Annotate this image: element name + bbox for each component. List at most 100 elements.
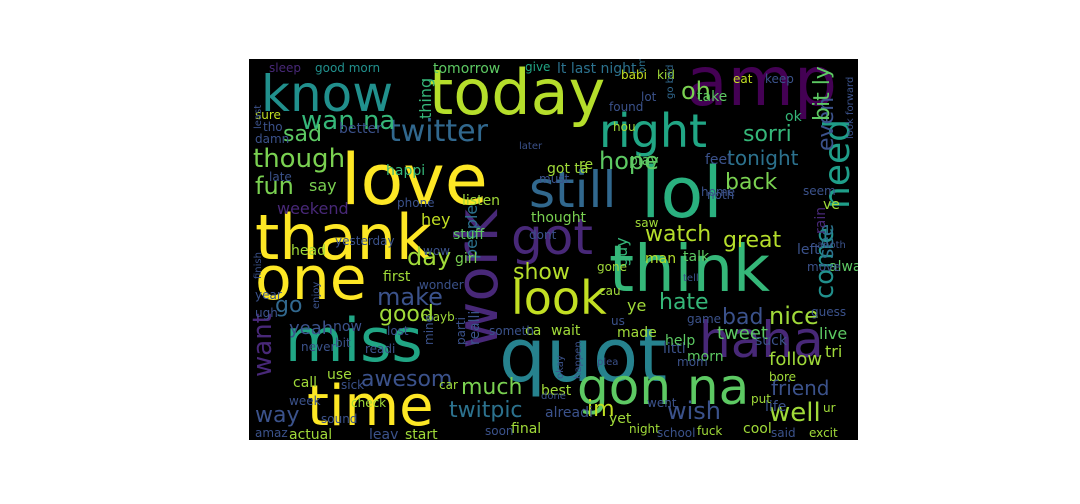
word-keep: keep	[765, 72, 794, 86]
word-feel: feel	[705, 152, 731, 168]
word-know: know	[261, 65, 393, 123]
word-love: love	[341, 139, 488, 221]
word-soon: soon	[485, 424, 514, 438]
word-mom: mom	[677, 355, 708, 369]
word-take: take	[697, 89, 727, 105]
word-actual: actual	[289, 427, 332, 440]
word-bad: bad	[722, 305, 763, 330]
word-hou: hou	[613, 120, 636, 134]
word-stuff: stuff	[453, 227, 485, 243]
word-use: use	[327, 367, 352, 383]
word-found: found	[609, 100, 643, 114]
word-yeah: yeah	[289, 318, 333, 339]
word-weekend: weekend	[277, 199, 349, 218]
word-re: re	[579, 157, 593, 173]
word-head: head	[291, 243, 326, 259]
word-wow: wow	[423, 244, 450, 258]
word-alway: alway	[829, 259, 858, 275]
word-wait: wait	[551, 323, 581, 339]
word-ca: ca	[525, 323, 541, 339]
word-amp: amp	[686, 59, 837, 122]
word-fun: fun	[255, 172, 294, 200]
word-give: give	[525, 60, 550, 74]
word-morn: morn	[687, 349, 724, 365]
word-wonder: wonder	[419, 278, 464, 292]
word-got: got	[511, 208, 593, 266]
word-way: way	[255, 403, 300, 428]
word-lot: lot	[641, 90, 657, 104]
word-happi: happi	[386, 163, 425, 179]
word-put: put	[751, 392, 771, 406]
word-day: day	[407, 243, 451, 271]
word-week: week	[289, 394, 321, 408]
word-kid: kid	[657, 68, 675, 82]
word-awesom: awesom	[361, 367, 452, 392]
word-lost: lost	[387, 324, 409, 338]
word-eat: eat	[733, 72, 753, 86]
word-first: first	[383, 269, 411, 285]
word-friend: friend	[771, 376, 830, 400]
word-need: need	[817, 119, 858, 209]
word-thing: thing	[416, 78, 435, 119]
word-final: final	[511, 421, 541, 437]
word-tri: tri	[825, 342, 842, 361]
word-though: though	[253, 144, 345, 174]
word-right: right	[599, 104, 707, 158]
word-now: now	[333, 319, 362, 335]
word-fuck: fuck	[697, 424, 722, 438]
word-help: help	[665, 333, 695, 349]
word-okay: okay	[555, 355, 566, 379]
word-back: back	[725, 170, 778, 195]
word-gone: gone	[597, 260, 627, 274]
word-hey: hey	[421, 210, 450, 229]
word-tonight: tonight	[727, 146, 799, 170]
word-best: best	[541, 383, 572, 399]
word-great: great	[723, 228, 782, 253]
word-saw: saw	[635, 216, 659, 230]
word-school: school	[657, 426, 695, 440]
word-follow: follow	[769, 349, 822, 370]
word-want: want	[249, 313, 278, 377]
word-life: life	[765, 399, 786, 415]
word-go: go	[275, 293, 302, 318]
word-start: start	[405, 427, 438, 440]
word-cool: cool	[743, 421, 772, 437]
word-thought: thought	[531, 210, 587, 226]
word-least: least	[253, 105, 264, 129]
word-sick: sick	[341, 378, 364, 392]
word-lt-last-night: lt last night	[557, 61, 637, 77]
word-said: said	[771, 426, 796, 440]
word-enjoy: enjoy	[311, 282, 322, 309]
word-even: even	[814, 97, 839, 151]
word-say: say	[309, 176, 337, 195]
word-babi: babi	[621, 68, 647, 82]
word-nice: nice	[769, 302, 819, 330]
word-one: one	[255, 244, 367, 314]
word-better: better	[339, 121, 382, 137]
word-suck: suck	[755, 333, 788, 349]
word-gon-na: gon na	[577, 358, 749, 416]
word-ur: ur	[823, 401, 836, 415]
word-think: think	[609, 233, 770, 307]
word-hope: hope	[599, 147, 659, 175]
word-parti: parti	[454, 317, 468, 345]
word-still: still	[529, 161, 616, 219]
word-quot: quot	[499, 313, 667, 399]
word-twitter: twitter	[389, 114, 489, 149]
word-damn: damn	[255, 132, 289, 146]
word-wish: wish	[667, 397, 721, 425]
word-must: must	[539, 172, 570, 186]
word-us: us	[611, 314, 625, 328]
word-cau: cau	[599, 284, 621, 298]
word-tell: tell	[683, 273, 699, 284]
word-time: time	[307, 374, 434, 439]
word-guess: guess	[811, 305, 846, 319]
word-talk: talk	[683, 249, 710, 265]
word-tomorrow: tomorrow	[433, 61, 500, 77]
word-play: play	[629, 153, 659, 169]
word-bit-ly: bit ly	[810, 66, 835, 121]
word-happen: happen	[573, 341, 584, 379]
word-well: well	[769, 398, 821, 428]
word-phone: phone	[397, 196, 435, 210]
